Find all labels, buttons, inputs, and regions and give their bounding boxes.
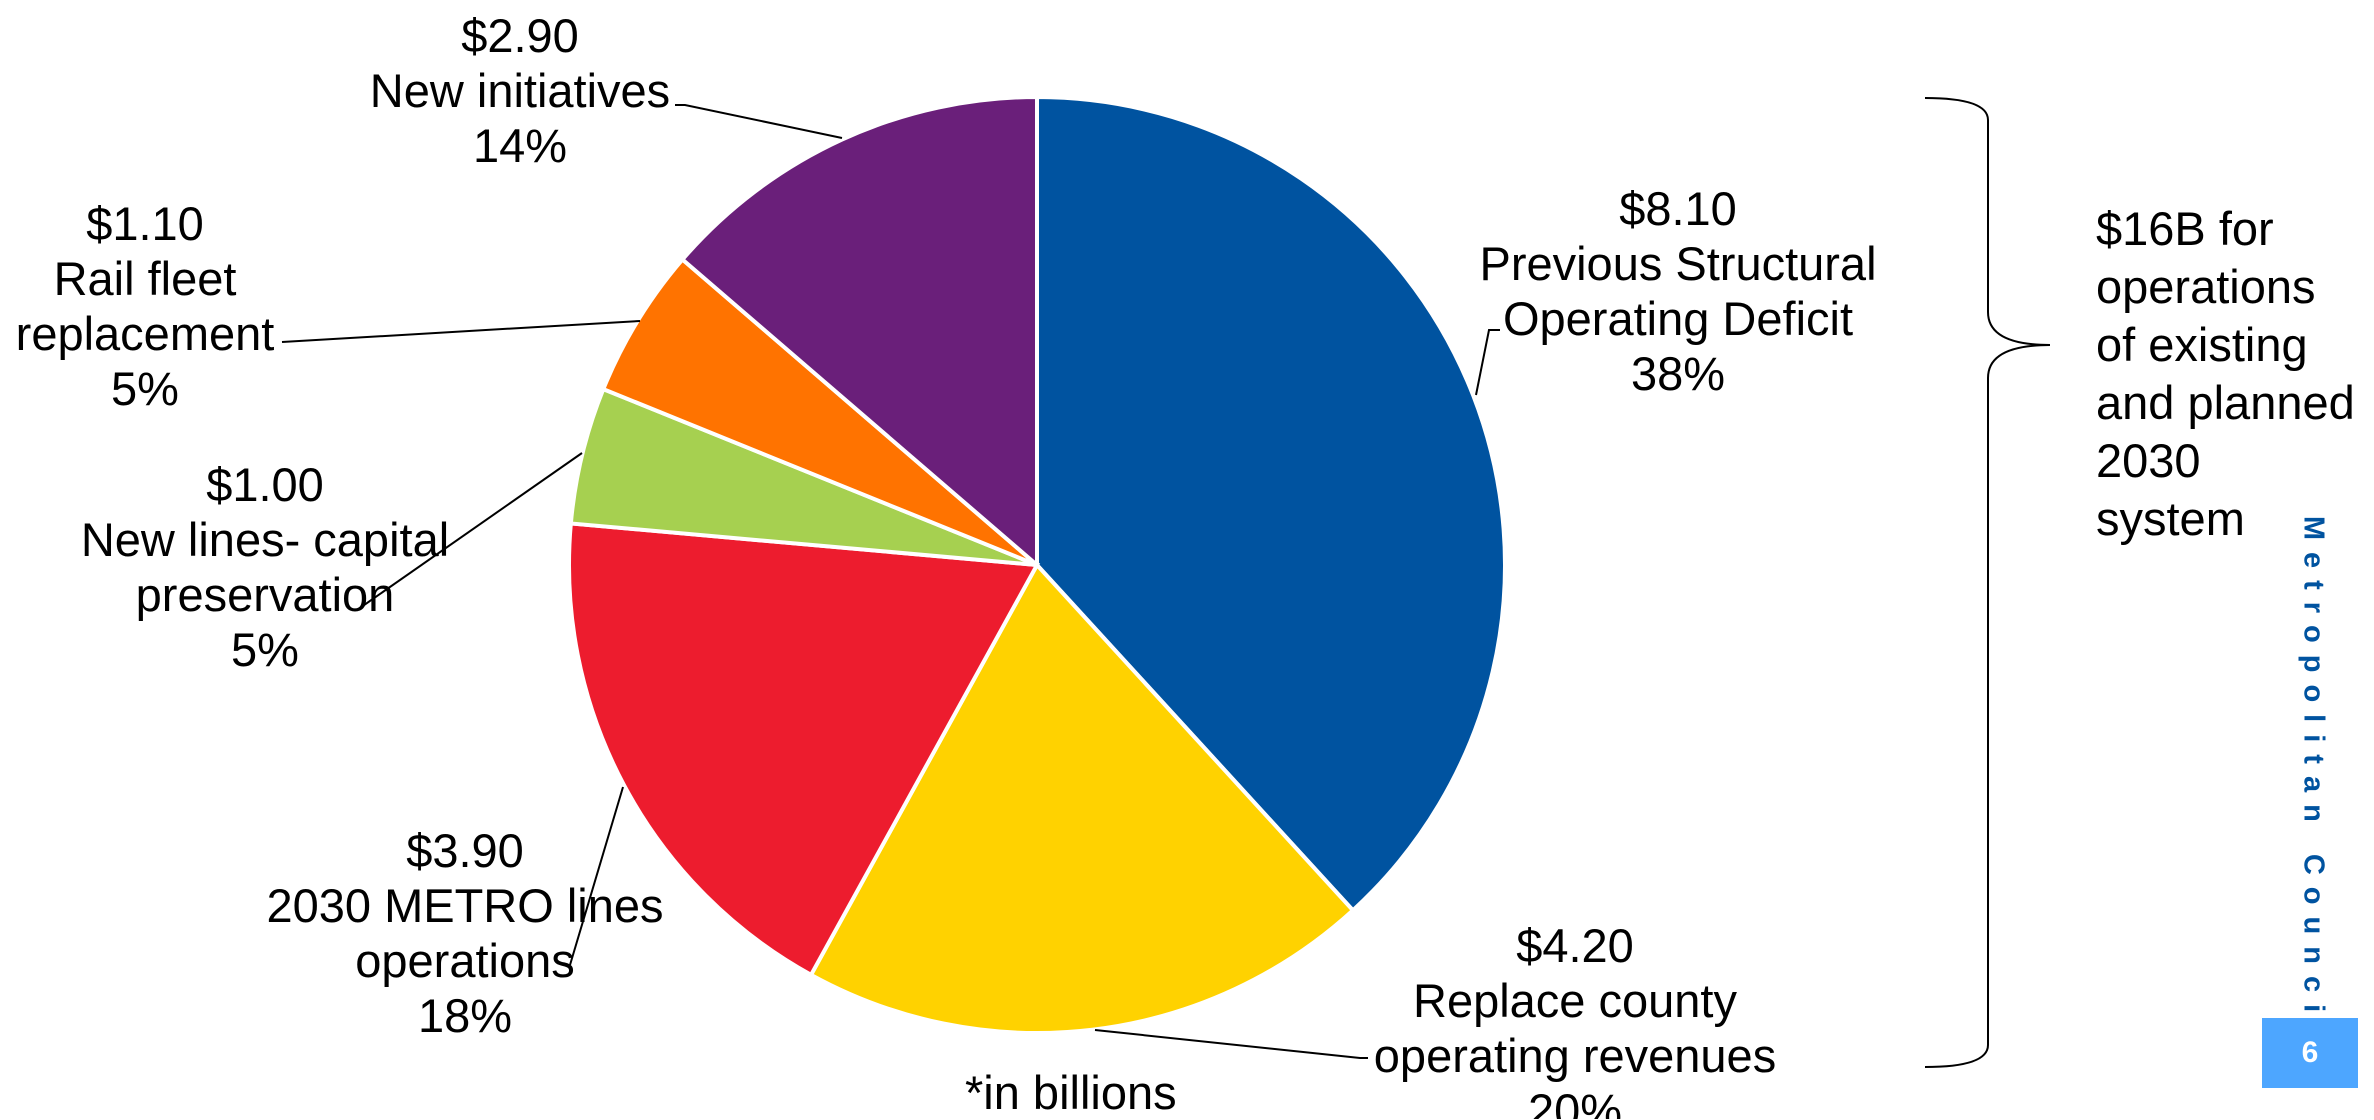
brand-vertical-text: Metropolitan Council bbox=[2283, 516, 2343, 1044]
brand-name: Metropolitan Council bbox=[2297, 515, 2330, 1045]
bracket-note-line: operations bbox=[2096, 260, 2316, 313]
data-label-2030-metro-lines-operations: $3.90 2030 METRO lines operations 18% bbox=[266, 824, 663, 1042]
bracket-note-line: $16B for bbox=[2096, 202, 2274, 255]
summary-bracket bbox=[1924, 97, 2051, 1068]
leader-line-new-lines-capital-preservation bbox=[356, 452, 583, 611]
data-label-new-initiatives: $2.90 New initiatives 14% bbox=[370, 9, 670, 172]
leader-line-replace-county-operating-revenues bbox=[1094, 1029, 1368, 1059]
pie-slice-2030-metro-lines-operations bbox=[567, 521, 1041, 978]
slice-labels: $8.10 Previous Structural Operating Defici… bbox=[16, 9, 1877, 1119]
data-label-previous-structural-operating-deficit: $8.10 Previous Structural Operating Defici… bbox=[1479, 182, 1876, 400]
data-label-replace-county-operating-revenues: $4.20 Replace county operating revenues 20% bbox=[1374, 919, 1776, 1119]
leader-line-new-initiatives bbox=[675, 104, 843, 139]
bracket-note-line: of existing bbox=[2096, 318, 2308, 371]
page-number-badge: 6 bbox=[2262, 1018, 2358, 1088]
pie-slice-previous-structural-operating-deficit bbox=[1035, 94, 1507, 914]
pie-slice-new-initiatives bbox=[679, 94, 1039, 570]
bracket-note-line: system bbox=[2096, 492, 2245, 545]
pie-slices bbox=[567, 94, 1507, 1035]
bracket-note: $16B for operations of existing and planned… bbox=[2096, 200, 2355, 548]
bracket-note-line: and planned bbox=[2096, 376, 2355, 429]
pie-slice-replace-county-operating-revenues bbox=[808, 561, 1356, 1035]
leader-line-2030-metro-lines-operations bbox=[569, 786, 624, 966]
leader-line-rail-fleet-replacement bbox=[281, 320, 641, 343]
leader-lines bbox=[281, 104, 1500, 1059]
data-label-new-lines-capital-preservation: $1.00 New lines- capital preservation 5% bbox=[81, 458, 449, 676]
data-label-rail-fleet-replacement: $1.10 Rail fleet replacement 5% bbox=[16, 197, 275, 415]
leader-line-previous-structural-operating-deficit bbox=[1475, 329, 1500, 396]
bracket-note-line: 2030 bbox=[2096, 434, 2201, 487]
unit-footnote: *in billions bbox=[965, 1066, 1177, 1119]
